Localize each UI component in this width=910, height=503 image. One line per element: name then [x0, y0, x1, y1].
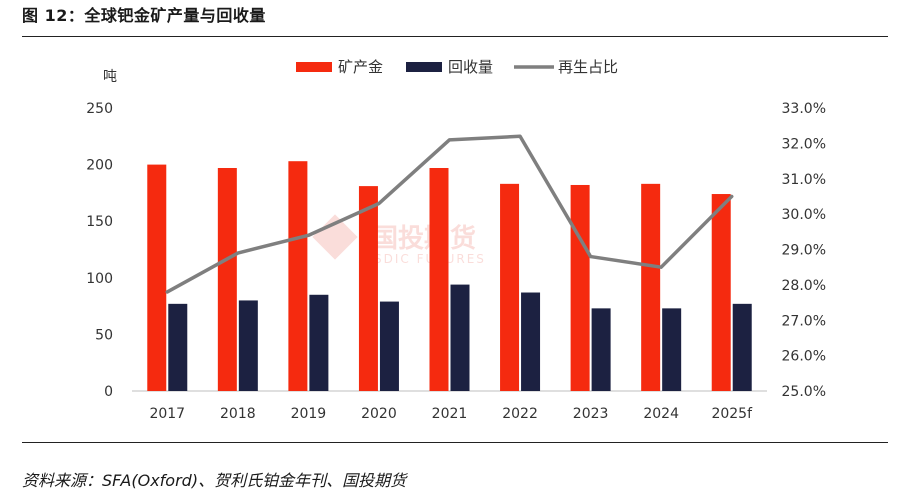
left-tick-label: 50: [95, 327, 113, 343]
left-axis-label: 吨: [103, 69, 117, 85]
right-tick-label: 32.0%: [782, 136, 826, 152]
legend-label-recycle: 回收量: [448, 58, 493, 76]
figure-title: 图 12：全球钯金矿产量与回收量: [22, 6, 266, 25]
point-ratio-2019: [306, 233, 310, 237]
left-tick-label: 150: [86, 214, 113, 230]
x-tick-label: 2025f: [711, 406, 753, 422]
x-tick-label: 2023: [573, 406, 609, 422]
x-axis: 2017 2018 2019 2020 2021 2022 2023 2024 2025f: [149, 406, 753, 422]
legend-swatch-mine: [296, 62, 332, 72]
point-ratio-2024: [659, 265, 663, 269]
x-tick-label: 2020: [361, 406, 397, 422]
x-tick-label: 2024: [643, 406, 679, 422]
right-tick-label: 29.0%: [782, 243, 826, 259]
watermark-text-en: SDIC FUTURES: [374, 252, 486, 266]
bar-mine-2019: [288, 161, 308, 391]
bar-mine-2025f: [711, 194, 731, 391]
bar-recycle-2020: [379, 301, 399, 391]
watermark: 国投期货 SDIC FUTURES: [312, 214, 486, 266]
right-tick-label: 26.0%: [782, 349, 826, 365]
right-tick-label: 33.0%: [782, 101, 826, 117]
legend-label-ratio: 再生占比: [558, 58, 618, 76]
ratio-line: [165, 134, 734, 294]
x-tick-label: 2017: [149, 406, 185, 422]
legend-swatch-recycle: [406, 62, 442, 72]
title-divider: [22, 36, 888, 37]
bar-recycle-2023: [591, 308, 611, 391]
legend-label-mine: 矿产金: [338, 58, 383, 76]
source-divider: [22, 442, 888, 443]
point-ratio-2018: [236, 251, 240, 255]
x-tick-label: 2018: [220, 406, 256, 422]
right-tick-label: 28.0%: [782, 278, 826, 294]
right-axis: 25.0% 26.0% 27.0% 28.0% 29.0% 30.0% 31.0% 32.0%…: [782, 101, 826, 400]
x-tick-label: 2021: [432, 406, 468, 422]
point-ratio-2020: [377, 202, 381, 206]
bar-mine-2023: [570, 184, 590, 391]
right-tick-label: 25.0%: [782, 384, 826, 400]
bar-mine-2017: [147, 164, 167, 391]
bars: [147, 161, 752, 391]
right-tick-label: 31.0%: [782, 172, 826, 188]
bar-mine-2024: [641, 183, 661, 391]
x-tick-label: 2019: [291, 406, 327, 422]
right-tick-label: 30.0%: [782, 207, 826, 223]
right-tick-label: 27.0%: [782, 313, 826, 329]
left-axis: 0 50 100 150 200 250: [86, 101, 113, 400]
watermark-logo: [312, 214, 358, 260]
bar-recycle-2025f: [732, 303, 752, 391]
x-tick-label: 2022: [502, 406, 538, 422]
bar-recycle-2018: [238, 300, 258, 391]
bar-mine-2020: [358, 186, 378, 391]
left-tick-label: 100: [86, 271, 113, 287]
bar-recycle-2019: [309, 294, 329, 391]
point-ratio-2025f: [730, 194, 734, 198]
source-note: 资料来源：SFA(Oxford)、贺利氏铂金年刊、国投期货: [22, 471, 407, 490]
left-tick-label: 0: [104, 384, 113, 400]
bar-mine-2022: [500, 183, 520, 391]
watermark-text-cn: 国投期货: [372, 223, 476, 254]
left-tick-label: 250: [86, 101, 113, 117]
bar-recycle-2021: [450, 284, 470, 391]
bar-recycle-2017: [168, 303, 188, 391]
point-ratio-2023: [589, 255, 593, 259]
point-ratio-2022: [518, 134, 522, 138]
bar-mine-2021: [429, 167, 449, 391]
point-ratio-2021: [448, 138, 451, 142]
bar-mine-2018: [217, 167, 237, 391]
bar-recycle-2024: [662, 308, 682, 391]
point-ratio-2017: [165, 290, 169, 294]
legend: 矿产金 回收量 再生占比: [296, 58, 618, 76]
bar-recycle-2022: [521, 292, 541, 391]
left-tick-label: 200: [86, 158, 113, 174]
